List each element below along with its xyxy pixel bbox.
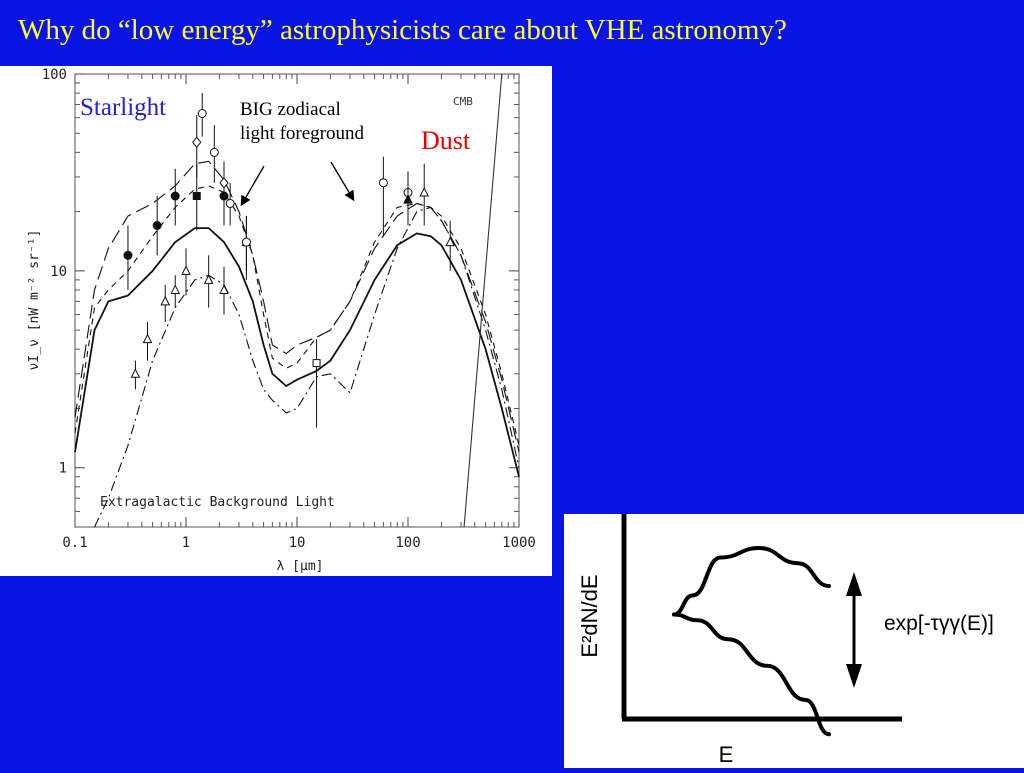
ebl-chart-panel: 0.1 1 10 100 1000 1 10 100 Extragalactic Backgr… [0, 66, 552, 576]
x-tick-label: 1000 [502, 535, 536, 551]
x-tick-label: 0.1 [62, 535, 87, 551]
model-curve-dash-dot [94, 206, 520, 528]
x-axis-label: λ [μm] [277, 559, 324, 574]
data-point [130, 368, 141, 378]
zodiacal-arrow-right [330, 161, 355, 202]
attenuation-label: exp[-τγγ(E)] [884, 612, 994, 635]
data-point [219, 284, 229, 294]
x-tick-label: 10 [289, 535, 306, 551]
attenuation-arrowhead-up [846, 572, 862, 596]
absorption-schematic-panel: E E²dN/dE exp[-τγγ(E)] [564, 514, 1024, 768]
starlight-label: Starlight [80, 94, 166, 121]
data-point [203, 274, 214, 284]
cmb-label: CMB [453, 95, 473, 108]
data-point [170, 191, 180, 201]
schematic-x-label: E [719, 742, 734, 767]
data-point [152, 221, 162, 231]
spectrum-curve-intrinsic [672, 545, 831, 617]
data-point [197, 109, 207, 119]
ebl-chart: 0.1 1 10 100 1000 1 10 100 Extragalactic Backgr… [27, 67, 536, 574]
model-curve-short-dash [74, 185, 520, 446]
model-curve-solid [74, 227, 520, 477]
x-tick-label: 1 [182, 535, 190, 551]
data-point [312, 359, 321, 368]
spectrum-curve-absorbed [672, 612, 831, 737]
zodiacal-arrow-left [240, 165, 265, 207]
data-point [225, 198, 235, 208]
y-tick-label: 100 [42, 67, 67, 83]
zodiacal-label: BIG zodiacal light foreground [240, 99, 365, 144]
attenuation-arrowhead-down [846, 664, 862, 688]
spectrum-curves [672, 545, 831, 737]
data-points [123, 93, 456, 428]
absorption-schematic: E E²dN/dE exp[-τγγ(E)] [577, 514, 994, 767]
data-point [123, 250, 133, 260]
data-point [403, 194, 413, 204]
data-point [419, 186, 430, 197]
cmb-curve [463, 73, 503, 528]
data-point [378, 178, 388, 188]
plot-inner-label: Extragalactic Background Light [100, 495, 335, 510]
data-point [170, 284, 181, 294]
data-point [209, 147, 219, 157]
axis-ticks: 0.1 1 10 100 1000 1 10 100 [42, 67, 536, 551]
data-point [219, 177, 229, 189]
schematic-y-label: E²dN/dE [577, 574, 602, 657]
data-point [445, 236, 456, 247]
data-point [241, 237, 251, 247]
data-point [192, 192, 201, 201]
model-curve-long-dash [74, 160, 520, 453]
data-point [160, 295, 171, 306]
data-point [181, 265, 191, 275]
x-tick-label: 100 [395, 535, 420, 551]
dust-label: Dust [421, 126, 471, 155]
y-tick-label: 1 [59, 461, 67, 477]
y-axis-label: νI_ν [nW m⁻² sr⁻¹] [27, 230, 42, 371]
slide-title: Why do “low energy” astrophysicists care… [18, 14, 787, 46]
y-tick-label: 10 [50, 264, 67, 280]
data-point [142, 333, 153, 344]
data-point [192, 136, 202, 149]
